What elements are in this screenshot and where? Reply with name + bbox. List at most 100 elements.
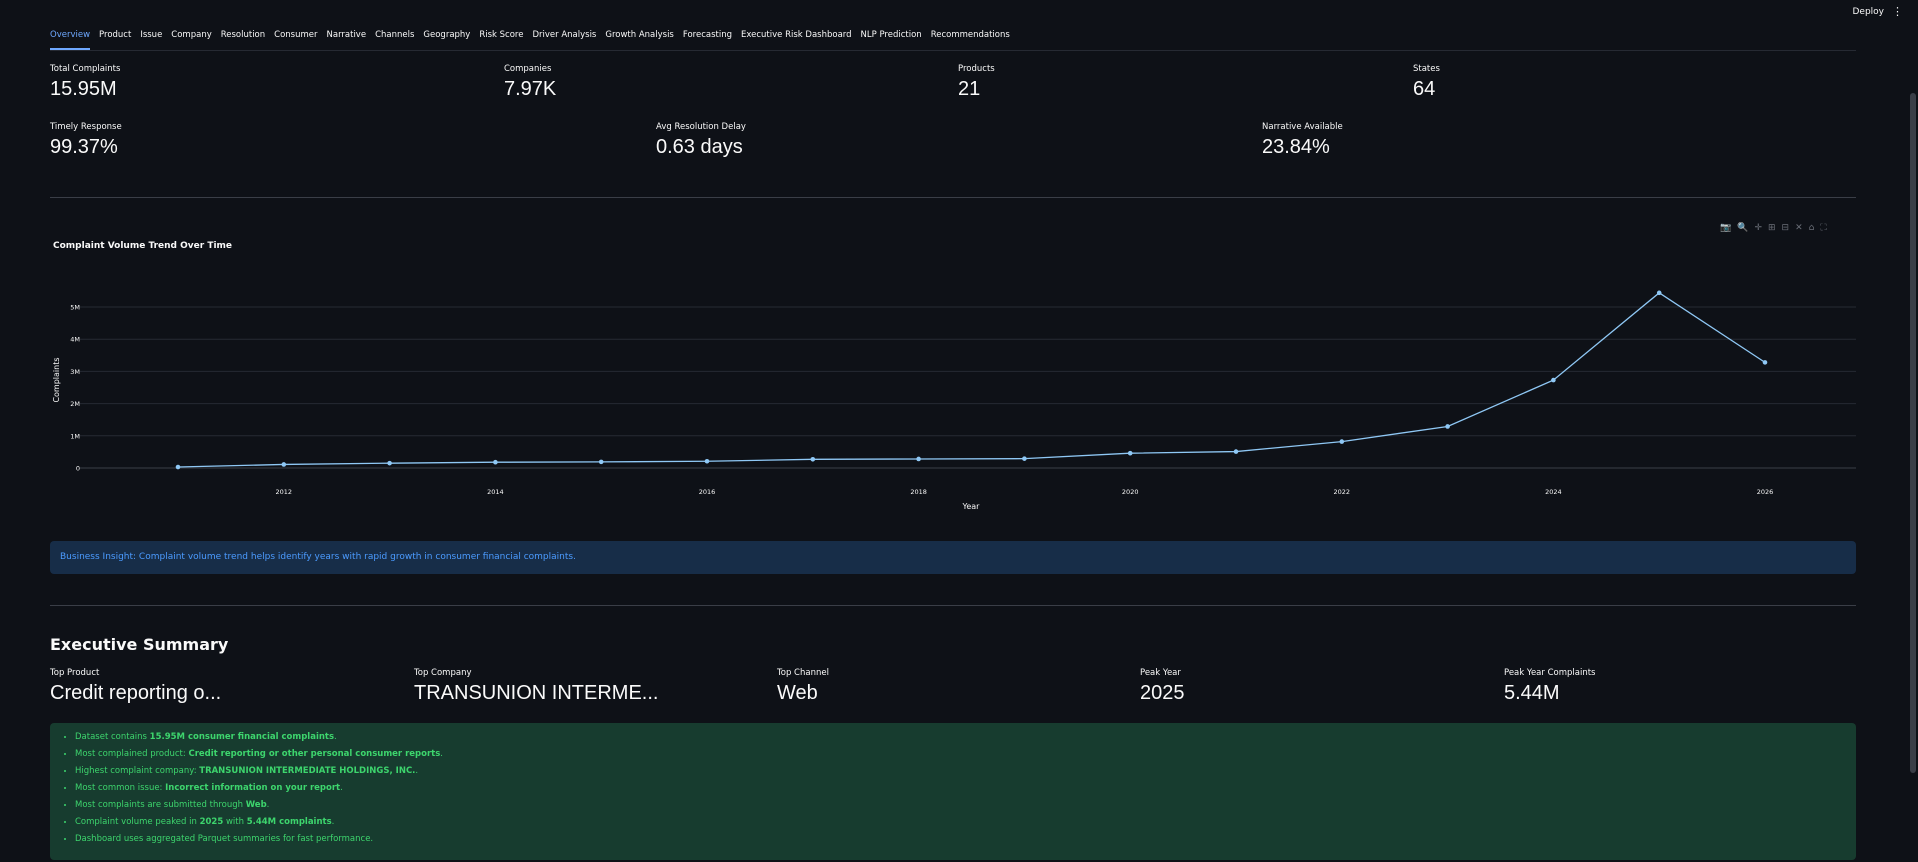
tab-resolution[interactable]: Resolution	[220, 30, 266, 40]
data-point	[1445, 424, 1450, 429]
metric-label: Narrative Available	[1262, 122, 1343, 132]
summary-item: Dataset contains 15.95M consumer financi…	[75, 732, 1844, 742]
y-tick-label: 1M	[70, 432, 80, 440]
data-point	[1022, 456, 1027, 461]
summary-item: Most complaints are submitted through We…	[75, 800, 1844, 810]
metric-label: Timely Response	[50, 122, 122, 132]
x-tick-label: 2012	[276, 488, 293, 496]
metric-states: States 64	[1413, 64, 1440, 101]
metric-label: Total Complaints	[50, 64, 121, 74]
tab-narrative[interactable]: Narrative	[326, 30, 367, 40]
tab-overview[interactable]: Overview	[50, 30, 91, 50]
metric-value: TRANSUNION INTERME...	[414, 682, 659, 704]
tab-product[interactable]: Product	[99, 30, 132, 40]
metric-label: Top Company	[414, 668, 472, 678]
autoscale-icon[interactable]: ✕	[1795, 223, 1803, 233]
data-point	[1656, 290, 1662, 296]
tab-nlp-prediction[interactable]: NLP Prediction	[860, 30, 922, 40]
summary-text: .	[340, 783, 343, 793]
x-tick-label: 2026	[1757, 488, 1774, 496]
summary-item: Most common issue: Incorrect information…	[75, 783, 1844, 793]
tab-issue[interactable]: Issue	[140, 30, 163, 40]
tab-recommendations[interactable]: Recommendations	[930, 30, 1010, 40]
x-axis-label: Year	[962, 502, 981, 511]
fullscreen-icon[interactable]: ⛶	[1820, 223, 1827, 233]
metric-timely-response: Timely Response 99.37%	[50, 122, 122, 159]
metric-label: Companies	[504, 64, 552, 74]
metric-value: 64	[1413, 78, 1436, 100]
metric-value: 15.95M	[50, 78, 117, 100]
chart-title: Complaint Volume Trend Over Time	[53, 241, 233, 251]
x-tick-label: 2016	[699, 488, 716, 496]
metric-narrative-available: Narrative Available 23.84%	[1262, 122, 1343, 159]
metric-value: 2025	[1140, 682, 1185, 704]
tab-executive-risk-dashboard[interactable]: Executive Risk Dashboard	[741, 30, 852, 40]
metric-peak-year: Peak Year 2025	[1140, 668, 1185, 705]
chart-modebar: 📷 🔍 ✛ ⊞ ⊟ ✕ ⌂ ⛶	[1720, 223, 1827, 233]
metric-value: 5.44M	[1504, 682, 1560, 704]
complaint-trend-chart: 0 1M 2M 3M 4M 5M 2012 2014 2016 2018 2020 2022 2024 2…	[52, 290, 1856, 511]
data-point	[1233, 449, 1239, 454]
metric-label: States	[1413, 64, 1440, 74]
summary-text: .	[415, 766, 419, 776]
data-point	[704, 458, 710, 464]
summary-text: .	[331, 817, 335, 827]
summary-text: .	[266, 800, 270, 810]
pan-icon[interactable]: ✛	[1754, 223, 1762, 233]
metric-top-product: Top Product Credit reporting o...	[50, 668, 221, 705]
data-point	[387, 460, 392, 466]
metric-label: Products	[958, 64, 995, 74]
zoom-icon[interactable]: 🔍	[1737, 223, 1749, 233]
data-point	[1762, 360, 1768, 365]
summary-text: Dataset contains	[75, 732, 150, 742]
deploy-button[interactable]: Deploy	[1852, 7, 1884, 17]
summary-text: Incorrect information on your report	[165, 783, 341, 793]
metric-top-channel: Top Channel Web	[777, 668, 829, 705]
y-tick-label: 5M	[70, 304, 80, 312]
metric-top-company: Top Company TRANSUNION INTERME...	[414, 668, 658, 705]
tab-channels[interactable]: Channels	[375, 30, 415, 40]
tab-driver-analysis[interactable]: Driver Analysis	[532, 30, 597, 40]
metric-products: Products 21	[958, 64, 995, 101]
tab-bar: Overview Product Issue Company Resolution Con…	[50, 30, 1010, 50]
camera-icon[interactable]: 📷	[1720, 223, 1732, 233]
tab-geography[interactable]: Geography	[423, 30, 471, 40]
summary-text: Most complaints are submitted through	[75, 800, 246, 810]
summary-text: Highest complaint company:	[75, 766, 200, 776]
metric-label: Top Channel	[777, 668, 829, 678]
zoom-in-icon[interactable]: ⊞	[1767, 223, 1776, 233]
metric-peak-year-complaints: Peak Year Complaints 5.44M	[1504, 668, 1595, 705]
main-menu-icon[interactable]: ⋮	[1892, 5, 1903, 18]
metric-value: 23.84%	[1262, 136, 1330, 158]
summary-text: Most complained product:	[75, 749, 189, 759]
metric-value: 99.37%	[50, 136, 118, 158]
summary-text: .	[440, 749, 443, 759]
metric-label: Top Product	[50, 668, 100, 678]
tab-company[interactable]: Company	[171, 30, 212, 40]
executive-summary-title: Executive Summary	[50, 635, 229, 654]
metric-value: 7.97K	[504, 78, 557, 100]
y-tick-label: 2M	[70, 400, 80, 408]
home-icon[interactable]: ⌂	[1808, 223, 1815, 233]
metric-value: 0.63 days	[656, 136, 743, 158]
x-tick-label: 2018	[910, 488, 927, 496]
zoom-out-icon[interactable]: ⊟	[1781, 223, 1790, 233]
summary-text: Complaint volume peaked in	[75, 817, 200, 827]
metric-label: Avg Resolution Delay	[656, 122, 746, 132]
summary-list: Dataset contains 15.95M consumer financi…	[75, 732, 1844, 844]
data-point	[1127, 450, 1133, 456]
tab-growth-analysis[interactable]: Growth Analysis	[605, 30, 674, 40]
business-insight: Business Insight: Complaint volume trend…	[50, 541, 1856, 574]
tab-forecasting[interactable]: Forecasting	[682, 30, 732, 40]
summary-text: 15.95M consumer financial complaints	[149, 732, 335, 742]
summary-text: TRANSUNION INTERMEDIATE HOLDINGS, INC.	[199, 766, 416, 776]
metric-value: 21	[958, 78, 981, 100]
summary-text: 2025	[199, 817, 224, 827]
page-scrollbar[interactable]	[1910, 93, 1916, 773]
data-point	[916, 456, 921, 462]
y-tick-label: 3M	[70, 368, 80, 376]
tab-risk-score[interactable]: Risk Score	[479, 30, 524, 40]
tab-consumer[interactable]: Consumer	[274, 30, 318, 40]
data-point	[281, 462, 287, 467]
y-tick-label: 4M	[70, 336, 80, 344]
